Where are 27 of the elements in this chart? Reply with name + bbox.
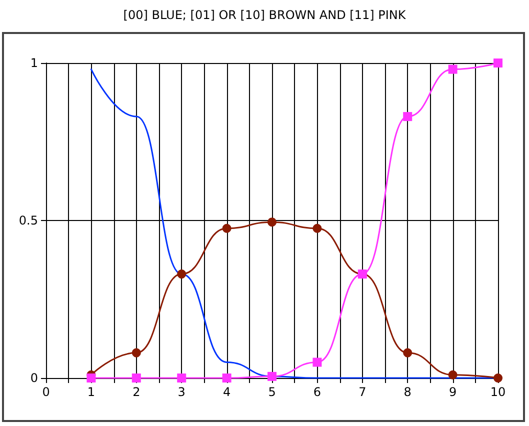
x-tick-label: 9 xyxy=(448,385,457,399)
x-tick-label: 7 xyxy=(358,385,366,399)
point xyxy=(448,64,458,74)
x-tick-label: 1 xyxy=(87,385,96,399)
point xyxy=(132,348,141,358)
y-tick-label: 0.5 xyxy=(18,214,38,228)
point xyxy=(222,224,232,233)
x-tick-label: 4 xyxy=(222,385,231,399)
point xyxy=(448,370,458,380)
x-tick-label: 5 xyxy=(268,385,276,399)
x-tick-label: 3 xyxy=(178,385,186,399)
point xyxy=(403,348,412,358)
point xyxy=(177,270,186,279)
x-tick-label: 10 xyxy=(490,385,506,399)
point xyxy=(494,58,502,68)
y-tick-label: 0 xyxy=(30,371,38,385)
x-tick-label: 6 xyxy=(313,385,322,399)
x-tick-label: 2 xyxy=(132,385,140,399)
x-tick-label: 0 xyxy=(42,385,50,399)
x-tick-label: 8 xyxy=(404,385,412,399)
point xyxy=(312,358,322,367)
y-tick-label: 1 xyxy=(30,56,38,70)
point xyxy=(312,224,322,233)
point xyxy=(268,372,276,381)
point xyxy=(403,112,412,122)
chart-title: [00] BLUE; [01] OR [10] BROWN AND [11] PINK xyxy=(122,8,407,22)
point xyxy=(268,218,276,227)
